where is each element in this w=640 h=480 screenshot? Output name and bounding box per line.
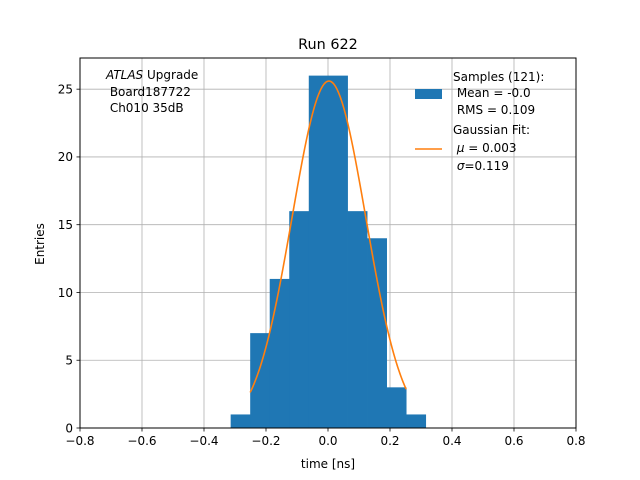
legend-mu-value: = 0.003: [464, 141, 516, 155]
annotation-line-3: Ch010 35dB: [106, 101, 184, 115]
x-tick-label: 0.8: [566, 434, 585, 448]
y-tick-label: 5: [65, 354, 73, 368]
x-tick-label: 0.2: [380, 434, 399, 448]
axis-ticks: −0.8 −0.6 −0.4 −0.2 0.0 0.2 0.4 0.6 0.8 0 5 10 15 20 2…: [58, 82, 586, 448]
x-tick-label: 0.4: [442, 434, 461, 448]
histogram-bar: [250, 333, 271, 428]
histogram-bar: [406, 414, 427, 428]
y-tick-label: 20: [58, 150, 73, 164]
y-axis-label: Entries: [33, 223, 47, 265]
y-tick-label: 10: [58, 286, 73, 300]
histogram-bar: [289, 211, 310, 428]
legend-hist-line-3: RMS = 0.109: [453, 103, 535, 117]
y-tick-label: 0: [65, 421, 73, 435]
y-tick-label: 25: [58, 82, 73, 96]
histogram-bar: [347, 211, 368, 428]
histogram-bar: [269, 278, 290, 428]
atlas-annotation: ATLAS Upgrade Board187722 Ch010 35dB: [105, 68, 198, 115]
y-tick-label: 15: [58, 218, 73, 232]
histogram-bar: [328, 75, 348, 428]
histogram-bar: [230, 414, 251, 428]
chart-title: Run 622: [298, 37, 358, 53]
legend-fit-line-3: σ=0.119: [453, 159, 509, 173]
x-tick-label: −0.8: [65, 434, 94, 448]
x-tick-label: 0.6: [504, 434, 523, 448]
x-axis-label: time [ns]: [301, 457, 355, 471]
legend-fit-line-1: Gaussian Fit:: [453, 123, 530, 137]
histogram-bar: [386, 387, 407, 428]
annotation-upgrade: Upgrade: [143, 68, 198, 82]
legend-hist-line-2: Mean = -0.0: [453, 86, 531, 100]
legend-hist-line-1: Samples (121):: [453, 70, 544, 84]
legend-mu-symbol: μ: [456, 141, 465, 155]
legend-sigma-symbol: σ: [457, 159, 465, 173]
annotation-line-2: Board187722: [106, 85, 191, 99]
histogram-bars: [230, 75, 427, 428]
histogram-bar: [308, 75, 329, 428]
legend-hist-swatch: [415, 89, 442, 99]
annotation-line-1: ATLAS Upgrade: [105, 68, 198, 82]
histogram-bar: [367, 238, 387, 428]
x-tick-label: −0.2: [251, 434, 280, 448]
legend: Samples (121): Mean = -0.0 RMS = 0.109 G…: [415, 70, 544, 173]
x-tick-label: −0.6: [127, 434, 156, 448]
annotation-atlas: ATLAS: [105, 68, 144, 82]
legend-fit-line-2: μ = 0.003: [453, 141, 517, 155]
legend-sigma-value: =0.119: [464, 159, 508, 173]
fit-curve-line: [249, 80, 407, 393]
x-tick-label: 0.0: [318, 434, 337, 448]
x-tick-label: −0.4: [189, 434, 218, 448]
gaussian-fit: [249, 80, 407, 393]
